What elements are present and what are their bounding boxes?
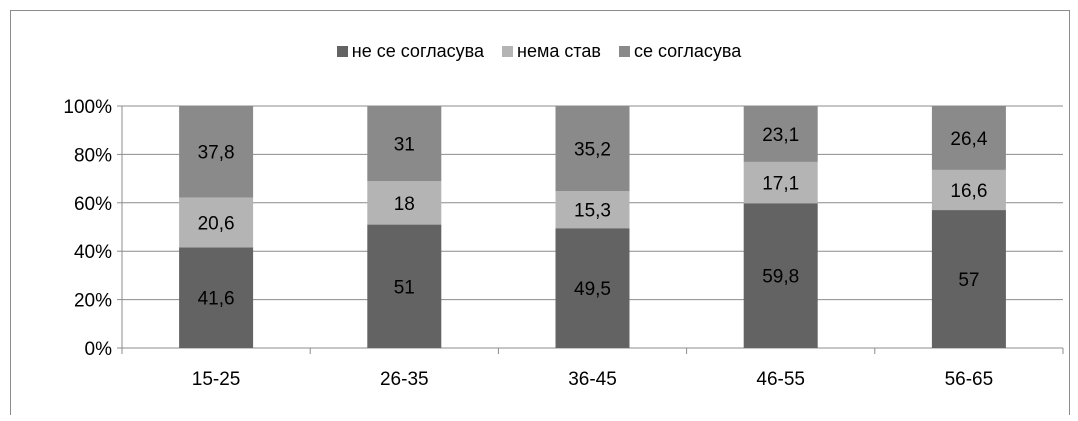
data-label: 51 xyxy=(394,277,415,298)
data-label: 23,1 xyxy=(762,125,799,146)
legend-swatch-disagree xyxy=(336,46,348,57)
data-label: 18 xyxy=(394,194,415,215)
legend-label-disagree: не се согласува xyxy=(351,41,484,61)
legend-label-agree: се согласува xyxy=(633,41,742,61)
data-label: 59,8 xyxy=(762,267,799,288)
x-category-label: 46-55 xyxy=(756,369,805,390)
legend-swatch-agree xyxy=(618,46,630,57)
bar-segment xyxy=(367,106,442,182)
x-category-label: 15-25 xyxy=(192,369,241,390)
chart-legend: не се согласува нема став се согласува xyxy=(0,41,1078,62)
y-tick-label: 60% xyxy=(74,194,112,215)
data-label: 57 xyxy=(958,270,979,291)
bar-segment xyxy=(179,247,254,348)
legend-swatch-neutral xyxy=(502,46,513,57)
data-label: 20,6 xyxy=(198,213,235,234)
data-label: 26,4 xyxy=(950,129,987,150)
x-category-label: 56-65 xyxy=(945,369,994,390)
bar-segment xyxy=(367,224,442,348)
x-category-label: 36-45 xyxy=(568,369,617,390)
bar-segment xyxy=(931,210,1006,348)
y-tick-label: 20% xyxy=(74,291,112,312)
data-label: 16,6 xyxy=(950,181,987,202)
bar-segment xyxy=(179,106,254,198)
data-label: 49,5 xyxy=(574,279,611,300)
y-tick-label: 0% xyxy=(85,339,113,360)
bar-segment xyxy=(179,197,254,248)
bar-segment xyxy=(931,169,1006,211)
bar-segment xyxy=(743,161,818,204)
x-category-label: 26-35 xyxy=(380,369,429,390)
y-tick-label: 40% xyxy=(74,242,112,263)
bar-segment xyxy=(555,191,630,229)
bar-segment xyxy=(743,203,818,348)
bar-segment xyxy=(367,181,442,225)
bar-segment xyxy=(555,106,630,192)
bar-segment xyxy=(743,106,818,162)
data-label: 41,6 xyxy=(198,289,235,310)
bar-segment xyxy=(555,228,630,348)
data-label: 35,2 xyxy=(574,140,611,161)
y-tick-label: 100% xyxy=(63,97,112,118)
legend-item-neutral: нема став xyxy=(502,41,601,62)
bar-segment xyxy=(931,106,1006,170)
data-label: 31 xyxy=(394,135,415,156)
legend-label-neutral: нема став xyxy=(517,41,601,61)
data-label: 15,3 xyxy=(574,201,611,222)
legend-item-agree: се согласува xyxy=(618,41,742,62)
legend-item-disagree: не се согласува xyxy=(336,41,484,62)
data-label: 37,8 xyxy=(198,143,235,164)
chart-frame xyxy=(10,10,1070,415)
data-label: 17,1 xyxy=(762,174,799,195)
y-tick-label: 80% xyxy=(74,145,112,166)
